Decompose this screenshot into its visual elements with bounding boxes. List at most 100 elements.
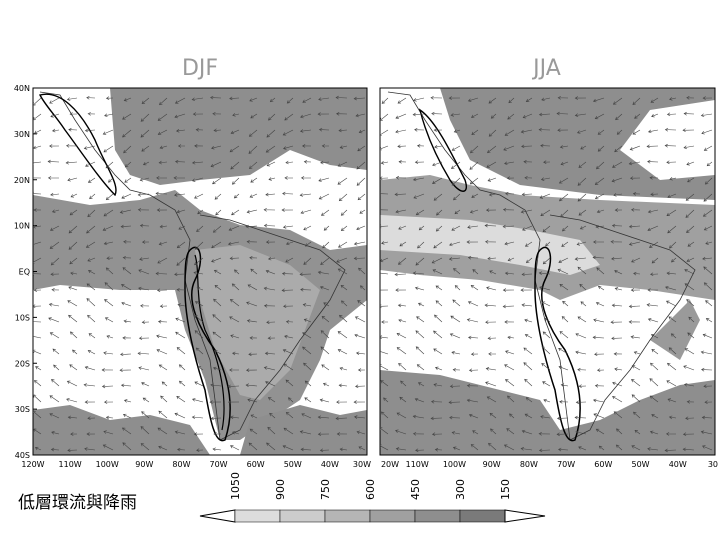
wind-arrow (380, 335, 389, 339)
wind-arrow (541, 346, 551, 355)
wind-arrow (339, 366, 348, 371)
wind-arrow (265, 192, 276, 197)
wind-arrow (66, 380, 78, 387)
wind-arrow (433, 383, 443, 387)
wind-arrow (395, 209, 407, 214)
wind-arrow (558, 347, 569, 355)
wind-arrow (213, 128, 222, 133)
wind-arrow (123, 319, 132, 324)
lon-label: 80W (172, 460, 190, 469)
wind-arrow (269, 97, 276, 103)
wind-arrow (339, 447, 348, 452)
wind-arrow (594, 193, 605, 200)
wind-arrow (354, 333, 366, 339)
wind-arrow (266, 320, 276, 325)
colorbar-label: 600 (364, 479, 377, 500)
wind-arrow (137, 208, 150, 212)
lon-label: 70W (557, 460, 575, 469)
wind-arrow (488, 352, 497, 356)
wind-arrow (412, 414, 425, 419)
lat-label: 20S (15, 359, 30, 368)
wind-arrow (666, 112, 677, 117)
wind-arrow (702, 256, 713, 261)
wind-arrow (611, 256, 623, 261)
wind-arrow (705, 318, 713, 323)
wind-arrow (520, 288, 533, 292)
wind-arrow (561, 316, 569, 323)
wind-arrow (85, 161, 96, 167)
wind-arrow (140, 443, 150, 451)
wind-arrow (484, 240, 497, 244)
wind-arrow (195, 127, 204, 132)
wind-arrow (103, 351, 114, 355)
wind-arrow (140, 426, 150, 435)
wind-arrow (649, 378, 659, 387)
wind-arrow (415, 330, 425, 339)
wind-arrow (211, 145, 222, 150)
wind-arrow (453, 129, 461, 133)
wind-arrow (49, 241, 60, 249)
wind-arrow (700, 350, 713, 355)
wind-arrow (122, 267, 132, 275)
wind-arrow (540, 209, 551, 217)
lon-label: 40W (669, 460, 687, 469)
wind-arrow (285, 379, 294, 387)
wind-arrow (33, 319, 42, 324)
lat-label: 10N (14, 222, 30, 231)
wind-arrow (174, 430, 186, 435)
wind-arrow (433, 128, 443, 132)
wind-arrow (523, 362, 533, 371)
wind-arrow (397, 257, 407, 265)
wind-arrow (538, 448, 551, 453)
wind-arrow (321, 144, 330, 148)
wind-arrow (265, 145, 276, 153)
wind-arrow (470, 285, 479, 291)
wind-arrow (685, 416, 695, 421)
wind-arrow (502, 207, 515, 212)
wind-arrow (522, 225, 533, 231)
wind-arrow (193, 432, 204, 436)
colorbar-label: 750 (319, 479, 332, 500)
wind-arrow (282, 225, 294, 229)
wind-arrow (559, 284, 569, 291)
wind-arrow (191, 160, 204, 165)
wind-arrow (450, 315, 461, 323)
shade (195, 245, 320, 400)
wind-arrow (435, 285, 443, 291)
wind-arrow (301, 144, 312, 148)
lat-label: 30N (14, 130, 30, 139)
wind-arrow (649, 241, 659, 248)
wind-arrow (70, 271, 78, 276)
wind-arrow (667, 398, 677, 403)
wind-arrow (33, 224, 42, 229)
wind-arrow (194, 257, 204, 266)
wind-arrow (300, 113, 312, 119)
wind-arrow (380, 289, 389, 291)
wind-arrow (397, 303, 407, 308)
wind-arrow (418, 225, 425, 231)
wind-arrow (380, 364, 389, 371)
wind-arrow (380, 176, 389, 181)
wind-arrow (176, 396, 186, 403)
wind-arrow (337, 349, 348, 355)
wind-arrow (194, 241, 204, 250)
wind-arrow (651, 257, 659, 264)
wind-arrow (300, 209, 312, 215)
wind-arrow (686, 161, 695, 166)
wind-arrow (466, 398, 479, 403)
wind-arrow (683, 111, 695, 116)
wind-arrow (505, 350, 515, 355)
wind-arrow (284, 334, 294, 339)
wind-arrow (317, 270, 330, 275)
wind-arrow (353, 96, 366, 101)
wind-arrow (525, 397, 533, 403)
wind-arrow (69, 257, 78, 265)
wind-arrow (649, 395, 659, 403)
wind-arrow (381, 320, 389, 324)
wind-arrow (195, 347, 204, 355)
wind-arrow (322, 382, 330, 387)
wind-arrow (86, 225, 96, 234)
wind-arrow (433, 330, 443, 339)
wind-arrow (320, 257, 330, 266)
wind-arrow (157, 319, 168, 324)
